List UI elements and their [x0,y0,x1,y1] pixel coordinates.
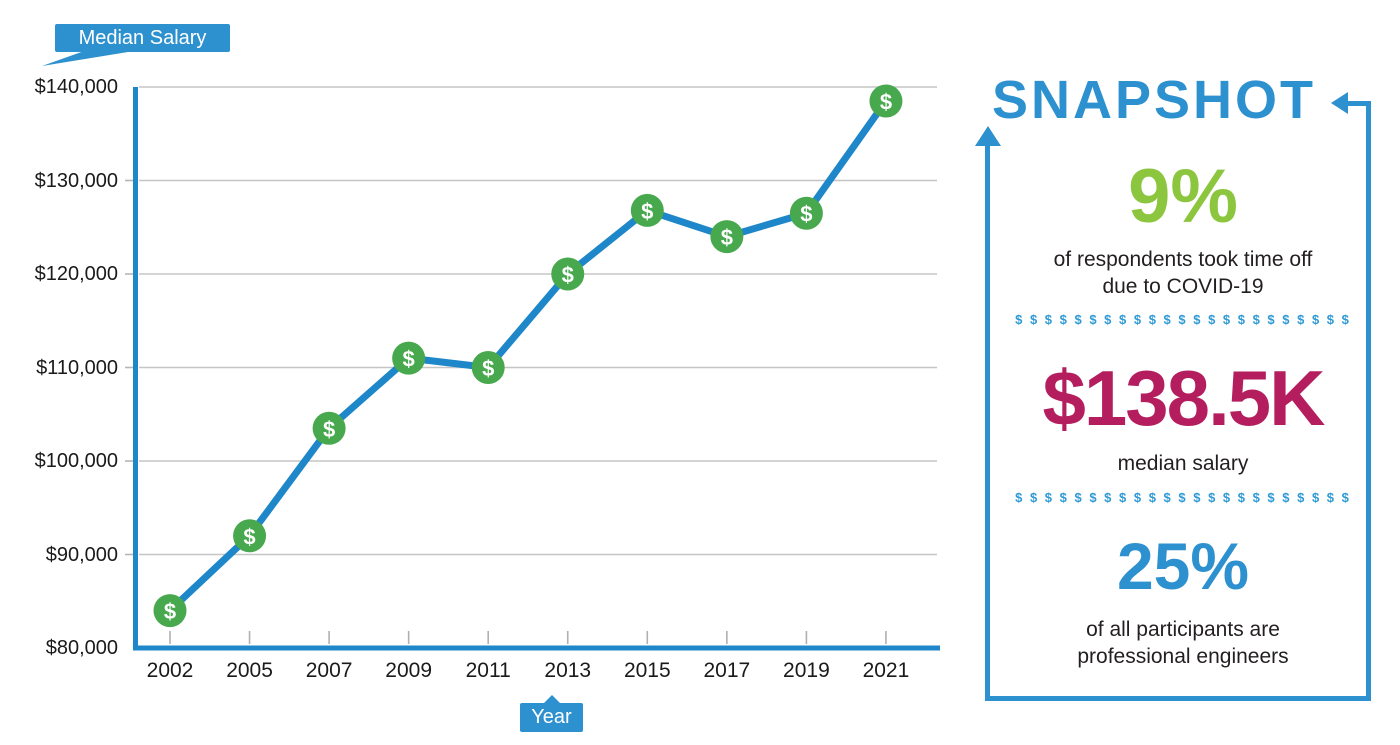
data-point-marker [710,220,744,254]
y-tick-label: $140,000 [34,76,118,98]
dollar-icon: $ [243,524,255,549]
y-axis-tick-labels: $140,000 $130,000 $120,000 $110,000 $100,000… [8,0,118,745]
dollar-icon: $ [880,90,892,115]
caption-line: due to COVID-19 [1102,275,1264,298]
data-point-marker [392,341,426,375]
dollar-icon: $ [482,356,494,381]
dollar-icon: $ [800,202,812,227]
x-tick-label: 2015 [623,659,671,682]
stat-value-professional-engineers: 25% [1116,529,1250,603]
data-point-marker [153,594,187,628]
stat-caption-median-salary: median salary [1003,450,1363,477]
stat-value-covid-time-off: 9% [1128,154,1238,239]
data-point-marker [233,519,267,553]
caption-line: professional engineers [1077,645,1289,668]
snapshot-border-left [985,146,990,701]
data-point-marker [630,193,664,227]
y-tick-label: $100,000 [34,450,118,472]
x-tick-label: 2005 [226,659,273,682]
caption-line: of all participants are [1086,618,1280,641]
x-axis-title-tag: Year [520,703,583,732]
y-axis-title-tag: Median Salary [55,24,230,52]
data-point-marker [869,84,903,118]
snapshot-title: SNAPSHOT [991,70,1317,130]
median-salary-line-chart: $ $ $ $ $ $ $ $ $ $ [125,84,940,651]
y-tick-label: $80,000 [45,637,118,659]
x-tick-label: 2017 [703,659,751,682]
y-tick-label: $90,000 [45,543,118,566]
x-axis-tag-pointer-icon [543,695,561,704]
x-tick-label: 2009 [385,659,432,682]
up-arrow-icon [975,126,1001,146]
data-point-marker [551,257,585,291]
x-axis-tick-labels: 2002 2005 2007 2009 2011 2013 2015 2017 2019 2021 [0,659,960,687]
data-point-marker [789,196,823,230]
dollar-divider: $ $ $ $ $ $ $ $ $ $ $ $ $ $ $ $ $ $ $ $ … [1015,312,1351,327]
dollar-icon: $ [323,417,335,442]
y-tick-label: $120,000 [34,263,118,285]
data-point-marker [471,351,505,384]
dollar-icon: $ [164,599,176,624]
dollar-icon: $ [721,225,733,250]
x-tick-label: 2007 [305,659,353,682]
data-point-marker [312,411,346,445]
left-arrow-icon [1331,92,1348,114]
snapshot-border-bottom [985,696,1371,701]
dollar-icon: $ [562,263,574,288]
x-tick-label: 2011 [465,659,511,682]
salary-line [166,97,890,615]
x-tick-label: 2019 [783,659,830,682]
caption-line: of respondents took time off [1053,248,1313,271]
y-tick-label: $130,000 [34,169,118,192]
stat-caption-covid-time-off: of respondents took time off due to COVI… [1003,246,1363,300]
dollar-icon: $ [641,199,653,224]
snapshot-border-top [1348,101,1371,106]
snapshot-border-right [1366,101,1371,701]
stat-value-median-salary: $138.5K [1042,354,1326,442]
dollar-icon: $ [403,347,415,372]
dollar-divider: $ $ $ $ $ $ $ $ $ $ $ $ $ $ $ $ $ $ $ $ … [1015,490,1351,505]
x-tick-label: 2002 [146,659,194,682]
caption-line: median salary [1117,452,1249,475]
x-tick-label: 2021 [862,659,910,682]
y-tick-label: $110,000 [36,356,118,379]
stat-caption-professional-engineers: of all participants are professional eng… [1003,616,1363,670]
x-tick-label: 2013 [544,659,592,682]
